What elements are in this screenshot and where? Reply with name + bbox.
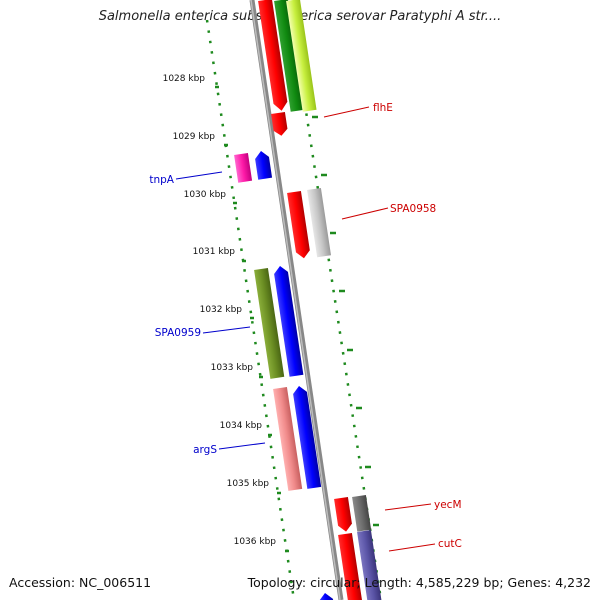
reverse-genes <box>234 150 335 600</box>
feature-magenta-tnpA[interactable] <box>234 152 253 183</box>
gene-label-flhE[interactable]: flhE <box>373 102 393 114</box>
ruler-label: 1029 kbp <box>173 132 216 142</box>
leader-SPA0958 <box>341 207 389 220</box>
ruler-label: 1031 kbp <box>193 247 236 257</box>
forward-genes <box>258 0 382 600</box>
label-leaders <box>175 106 436 552</box>
gene-label-yecM[interactable]: yecM <box>434 499 462 511</box>
leader-yecM <box>384 503 432 511</box>
feature-olive-SPA0959[interactable] <box>254 267 285 379</box>
ruler-label: 1033 kbp <box>211 363 254 373</box>
ruler-label: 1035 kbp <box>227 479 270 489</box>
gene-label-argS[interactable]: argS <box>193 444 217 456</box>
gene-label-SPA0959[interactable]: SPA0959 <box>155 327 201 339</box>
leader-flhE <box>323 106 370 118</box>
genome-summary-text: Topology: circular; Length: 4,585,229 bp… <box>247 575 591 590</box>
gene-label-cutC[interactable]: cutC <box>438 538 462 550</box>
genome-backbone-highlight <box>250 0 341 600</box>
gene-red-top[interactable] <box>258 0 288 112</box>
gene-SPA0959[interactable] <box>273 265 304 377</box>
feature-darkgray-yecM[interactable] <box>352 494 372 532</box>
leader-cutC <box>388 543 436 552</box>
ruler-labels: 1028 kbp 1029 kbp 1030 kbp 1031 kbp 1032… <box>163 74 277 547</box>
ruler-label: 1036 kbp <box>234 537 277 547</box>
gene-blue-bottom[interactable] <box>318 592 335 600</box>
gene-labels: flhE SPA0958 yecM cutC tnpA SPA0959 argS <box>149 102 462 550</box>
gene-argS[interactable] <box>292 385 322 489</box>
feature-salmon-argS[interactable] <box>273 386 303 491</box>
ruler-label: 1030 kbp <box>184 190 227 200</box>
leader-argS <box>218 442 266 450</box>
gene-cutC[interactable] <box>338 532 363 600</box>
ruler-label: 1032 kbp <box>200 305 243 315</box>
gene-tnpA[interactable] <box>254 150 273 180</box>
gene-label-SPA0958[interactable]: SPA0958 <box>390 203 436 215</box>
leader-tnpA <box>175 171 223 180</box>
gene-flhE[interactable] <box>271 111 288 137</box>
gene-label-tnpA[interactable]: tnpA <box>149 174 174 186</box>
ruler-label: 1034 kbp <box>220 421 263 431</box>
ruler-ticks <box>215 85 379 553</box>
feature-green-top[interactable] <box>274 0 305 112</box>
gene-SPA0958[interactable] <box>287 190 311 259</box>
genome-backbone <box>249 0 344 600</box>
feature-gray-SPA0958[interactable] <box>307 187 332 258</box>
accession-text: Accession: NC_006511 <box>9 575 152 590</box>
leader-SPA0959 <box>202 326 251 334</box>
ruler-label: 1028 kbp <box>163 74 206 84</box>
feature-lime-top[interactable] <box>286 0 317 112</box>
gene-yecM[interactable] <box>334 496 353 533</box>
feature-purple-cutC[interactable] <box>357 529 382 600</box>
